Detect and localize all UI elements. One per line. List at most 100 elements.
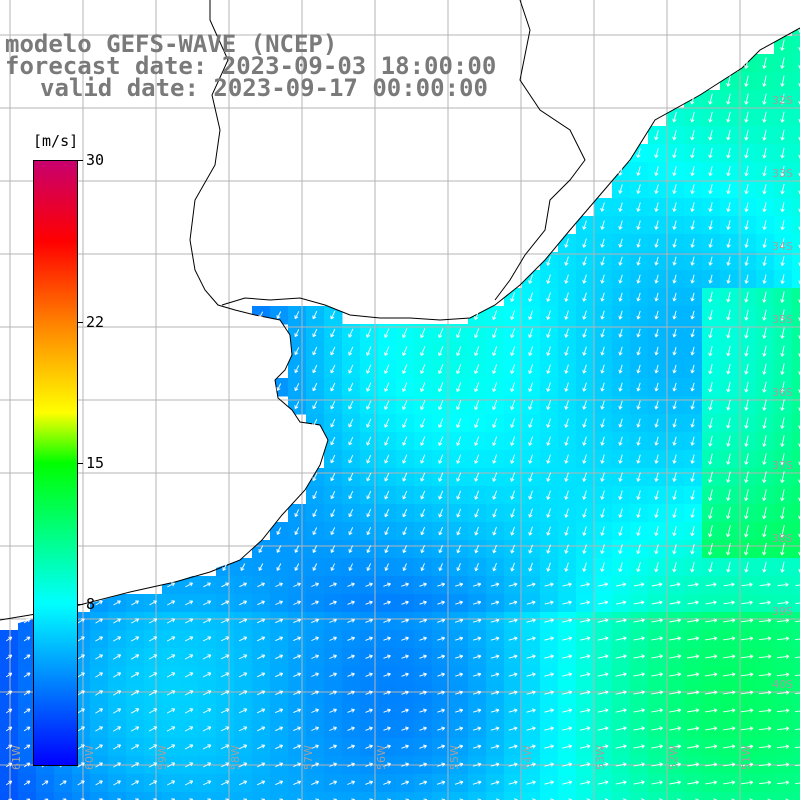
wind-speed-cell xyxy=(738,792,757,800)
wind-arrow xyxy=(95,618,103,624)
wind-arrow xyxy=(167,582,175,588)
wind-arrow xyxy=(402,418,408,428)
wind-arrow xyxy=(794,710,800,713)
wind-arrow xyxy=(184,762,194,768)
wind-arrow xyxy=(544,582,554,587)
wind-speed-cell xyxy=(468,792,487,800)
wind-arrow xyxy=(528,292,534,302)
wind-speed-cell xyxy=(684,792,703,800)
wind-arrow xyxy=(690,256,695,266)
wind-arrow xyxy=(708,129,713,141)
wind-arrow xyxy=(762,129,767,141)
wind-arrow xyxy=(780,399,785,411)
wind-arrow xyxy=(704,708,718,713)
wind-arrow xyxy=(329,780,338,785)
wind-arrow xyxy=(384,328,390,338)
wind-arrow xyxy=(672,220,677,230)
wind-arrow xyxy=(401,654,409,659)
wind-arrow xyxy=(740,708,754,713)
wind-arrow xyxy=(544,726,554,731)
wind-arrow xyxy=(77,744,85,750)
wind-arrow xyxy=(438,454,444,464)
wind-arrow xyxy=(257,726,266,732)
wind-arrow xyxy=(726,184,731,195)
wind-arrow xyxy=(582,418,587,428)
wind-arrow xyxy=(130,672,140,678)
wind-arrow xyxy=(383,618,391,623)
wind-arrow xyxy=(311,618,320,624)
wind-arrow xyxy=(508,600,518,605)
wind-arrow xyxy=(636,328,641,338)
wind-arrow xyxy=(780,309,785,321)
wind-arrow xyxy=(597,744,609,749)
wind-arrow xyxy=(564,544,569,554)
colorbar-tick-label: 22 xyxy=(86,312,105,331)
wind-arrow xyxy=(294,563,300,571)
wind-arrow xyxy=(722,708,736,713)
wind-speed-cell xyxy=(540,792,559,800)
wind-arrow xyxy=(347,618,355,623)
wind-arrow xyxy=(526,672,536,677)
wind-arrow xyxy=(365,708,373,713)
wind-speed-cell xyxy=(198,792,217,800)
wind-arrow xyxy=(492,508,497,518)
wind-arrow xyxy=(383,600,391,605)
wind-arrow xyxy=(579,762,591,767)
wind-arrow xyxy=(438,364,444,375)
wind-arrow xyxy=(758,762,772,767)
wind-arrow xyxy=(348,418,354,428)
wind-arrow xyxy=(708,327,713,339)
wind-arrow xyxy=(582,508,587,518)
wind-arrow xyxy=(454,618,464,623)
wind-speed-cell xyxy=(792,324,800,343)
wind-arrow xyxy=(762,57,767,69)
wind-arrow xyxy=(546,490,551,500)
wind-arrow xyxy=(77,762,85,768)
wind-arrow xyxy=(401,582,409,587)
wind-arrow xyxy=(708,525,713,538)
wind-arrow xyxy=(490,654,500,659)
wind-arrow xyxy=(672,129,677,141)
wind-arrow xyxy=(419,582,427,587)
wind-arrow xyxy=(636,382,641,392)
longitude-label: 57W xyxy=(302,745,315,770)
wind-arrow xyxy=(795,584,800,586)
wind-arrow xyxy=(420,526,426,536)
wind-arrow xyxy=(528,508,533,518)
wind-arrow xyxy=(510,364,516,374)
wind-arrow xyxy=(795,782,800,785)
wind-arrow xyxy=(455,582,464,587)
wind-arrow xyxy=(456,382,462,393)
wind-arrow xyxy=(474,310,480,321)
wind-arrow xyxy=(672,561,677,573)
wind-arrow xyxy=(744,238,749,248)
wind-arrow xyxy=(582,490,587,500)
wind-arrow xyxy=(597,690,609,695)
wind-arrow xyxy=(437,762,446,767)
wind-arrow xyxy=(690,238,695,248)
wind-speed-cell xyxy=(648,792,667,800)
wind-arrow xyxy=(708,453,713,465)
wind-arrow xyxy=(184,744,194,750)
wind-arrow xyxy=(690,525,695,537)
wind-arrow xyxy=(202,654,212,660)
wind-arrow xyxy=(776,636,790,641)
wind-arrow xyxy=(131,600,139,606)
wind-arrow xyxy=(454,762,464,767)
latitude-label: 36S xyxy=(772,386,793,399)
wind-arrow xyxy=(744,111,749,123)
longitude-label: 51W xyxy=(740,745,753,770)
wind-arrow xyxy=(618,220,623,230)
colorbar-tick-mark xyxy=(78,463,83,464)
wind-arrow xyxy=(510,436,516,446)
wind-arrow xyxy=(365,744,373,749)
wind-speed-cell xyxy=(792,252,800,271)
wind-arrow xyxy=(795,764,800,767)
wind-arrow xyxy=(455,672,464,677)
wind-arrow xyxy=(723,582,735,587)
wind-arrow xyxy=(402,454,408,464)
wind-arrow xyxy=(600,310,605,320)
wind-speed-cell xyxy=(792,126,800,145)
wind-arrow xyxy=(420,508,426,518)
wind-arrow xyxy=(490,744,500,749)
